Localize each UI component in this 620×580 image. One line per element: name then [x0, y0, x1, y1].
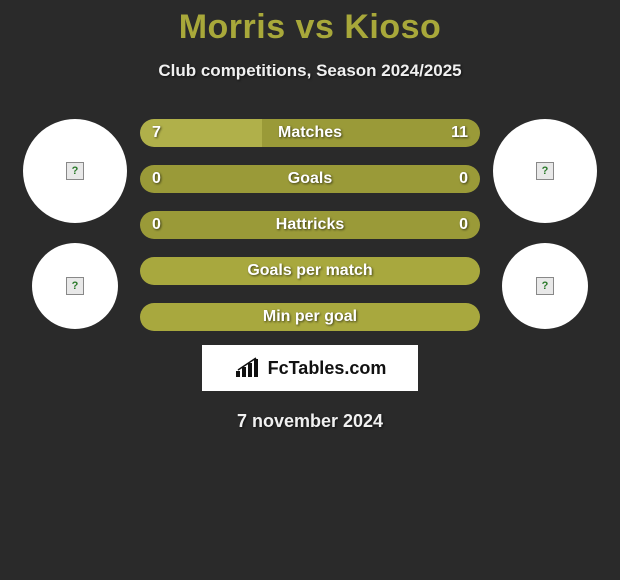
stat-row-goals: 0 Goals 0	[140, 165, 480, 193]
stats-column: 7 Matches 11 0 Goals 0 0 Hattricks	[140, 119, 480, 331]
main-row: ? ? 7 Matches 11	[0, 119, 620, 331]
missing-image-icon: ?	[66, 277, 84, 295]
page-title: Morris vs Kioso	[0, 0, 620, 47]
left-player-avatar: ?	[23, 119, 127, 223]
right-side: ? ?	[490, 119, 600, 329]
missing-image-icon: ?	[66, 162, 84, 180]
logo-text: FcTables.com	[268, 358, 387, 379]
stat-left-value: 0	[152, 170, 161, 188]
date-text: 7 november 2024	[0, 411, 620, 432]
stat-label: Min per goal	[263, 308, 357, 326]
missing-image-icon: ?	[536, 277, 554, 295]
stat-label: Goals per match	[247, 262, 372, 280]
right-team-avatar-wrap: ?	[502, 243, 588, 329]
page-subtitle: Club competitions, Season 2024/2025	[0, 61, 620, 81]
stat-row-hattricks: 0 Hattricks 0	[140, 211, 480, 239]
stat-label: Goals	[288, 170, 332, 188]
stat-label: Matches	[278, 124, 342, 142]
stat-left-value: 7	[152, 124, 161, 142]
stat-right-value: 0	[459, 170, 468, 188]
right-player-avatar-wrap: ?	[493, 119, 597, 223]
left-team-avatar-wrap: ?	[32, 243, 118, 329]
comparison-card: Morris vs Kioso Club competitions, Seaso…	[0, 0, 620, 432]
stat-right-value: 0	[459, 216, 468, 234]
stat-right-value: 11	[451, 124, 468, 142]
right-team-avatar: ?	[502, 243, 588, 329]
stat-label: Hattricks	[276, 216, 344, 234]
left-team-avatar: ?	[32, 243, 118, 329]
left-player-avatar-wrap: ?	[23, 119, 127, 223]
missing-image-icon: ?	[536, 162, 554, 180]
stat-row-goals-per-match: Goals per match	[140, 257, 480, 285]
stat-left-value: 0	[152, 216, 161, 234]
stat-row-min-per-goal: Min per goal	[140, 303, 480, 331]
left-side: ? ?	[20, 119, 130, 329]
logo-box: FcTables.com	[202, 345, 418, 391]
bar-chart-icon	[234, 357, 262, 379]
stat-row-matches: 7 Matches 11	[140, 119, 480, 147]
right-player-avatar: ?	[493, 119, 597, 223]
